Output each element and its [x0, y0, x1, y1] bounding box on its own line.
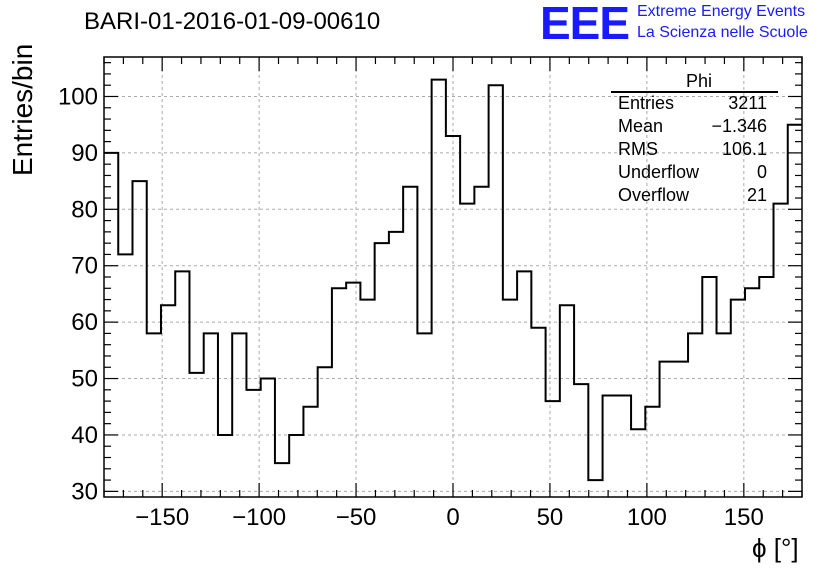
stats-row-rms: RMS 106.1: [611, 138, 777, 161]
y-tick-label: 70: [71, 253, 98, 280]
y-tick-label: 40: [71, 422, 98, 449]
stats-box-divider: [611, 91, 778, 93]
stats-row-overflow: Overflow 21: [611, 184, 777, 207]
stats-value: −1.346: [711, 116, 767, 136]
eee-logo: EEE: [540, 0, 630, 49]
x-tick-label: 50: [537, 504, 564, 531]
y-tick-label: 90: [71, 140, 98, 167]
stats-value: 21: [746, 185, 767, 205]
stats-value: 0: [756, 162, 767, 182]
stats-label: Overflow: [618, 185, 690, 205]
y-tick-label: 50: [71, 366, 98, 393]
stats-row-mean: Mean −1.346: [611, 115, 777, 138]
stats-label: Mean: [618, 116, 664, 136]
x-tick-label: −100: [232, 504, 286, 531]
x-tick-label: −50: [336, 504, 377, 531]
chart-title: BARI-01-2016-01-09-00610: [84, 8, 381, 35]
y-tick-label: 60: [71, 309, 98, 336]
stats-label: RMS: [618, 139, 658, 159]
x-tick-label: −150: [135, 504, 189, 531]
stats-title: Phi: [685, 71, 712, 91]
stats-label: Underflow: [618, 162, 700, 182]
histogram-series: [104, 78, 802, 482]
y-tick-label: 80: [71, 196, 98, 223]
stats-row-entries: Entries 3211: [611, 92, 777, 115]
y-tick-label: 30: [71, 478, 98, 505]
y-tick-label: 100: [58, 83, 98, 110]
stats-value: 106.1: [721, 139, 767, 159]
x-tick-label: 0: [446, 504, 459, 531]
stats-row-underflow: Underflow 0: [611, 161, 777, 184]
x-tick-label: 100: [627, 504, 667, 531]
stats-label: Entries: [618, 93, 675, 113]
x-tick-label: 150: [724, 504, 764, 531]
stats-value: 3211: [728, 93, 767, 113]
logo-line-1: Extreme Energy Events: [637, 3, 806, 20]
x-axis-label: ϕ [°]: [752, 533, 799, 563]
stats-box: Phi Entries 3211 Mean −1.346 RMS 106.1 U…: [611, 70, 777, 207]
logo-line-2: La Scienza nelle Scuole: [637, 24, 808, 41]
